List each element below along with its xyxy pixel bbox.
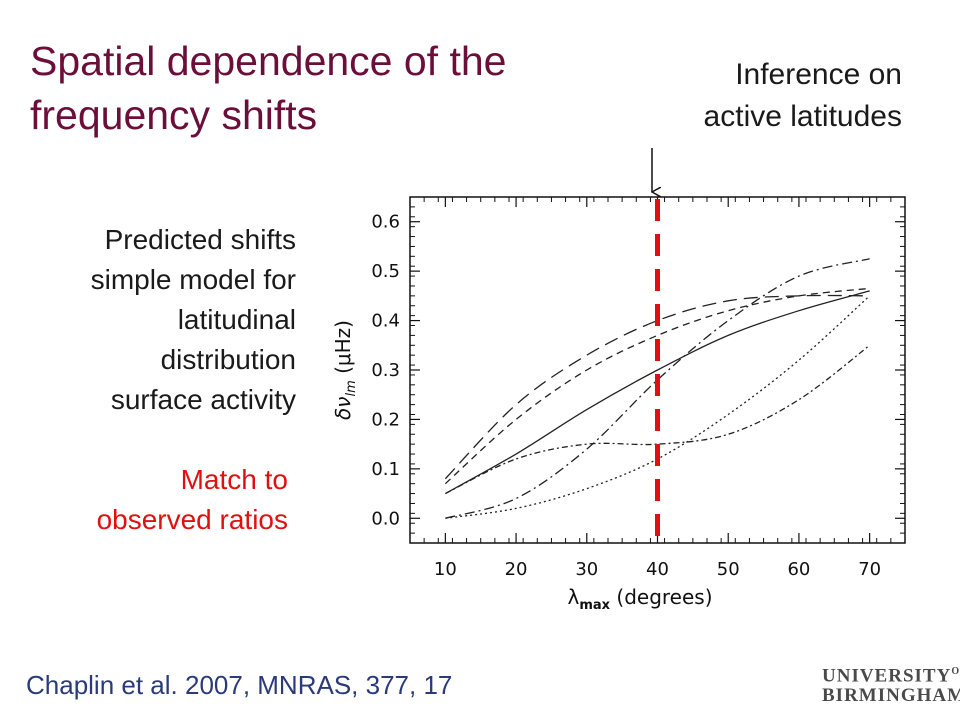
inference-line-2: active latitudes [703, 100, 902, 133]
citation: Chaplin et al. 2007, MNRAS, 377, 17 [26, 670, 453, 700]
predicted-line: distribution [160, 344, 296, 375]
x-tick-label: 50 [717, 559, 740, 580]
match-annotation: Match to observed ratios [20, 460, 288, 540]
slide-title: Spatial dependence of the frequency shif… [30, 34, 630, 142]
x-tick-label: 30 [575, 559, 598, 580]
y-tick-label: 0.4 [371, 311, 400, 332]
match-line-1: Match to [180, 464, 288, 495]
logo-birmingham: BIRMINGHAM [822, 685, 960, 707]
slide-title-line-1: Spatial dependence of the [30, 38, 507, 84]
y-axis-label-rest: (μHz) [331, 320, 355, 380]
series-line-dotted [445, 295, 871, 519]
y-tick-label: 0.5 [371, 261, 400, 282]
x-axis-label: λmax (degrees) [567, 585, 712, 613]
predicted-line: surface activity [110, 384, 296, 415]
slide-title-line-2: frequency shifts [30, 92, 318, 138]
y-axis-label-main: δν [331, 397, 355, 420]
y-tick-label: 0.6 [371, 212, 400, 233]
match-line-2: observed ratios [96, 504, 288, 535]
predicted-shifts-text: Predicted shifts simple model for latitu… [20, 220, 296, 420]
x-tick-label: 70 [858, 559, 881, 580]
x-tick-label: 60 [787, 559, 810, 580]
x-tick-label: 10 [434, 559, 457, 580]
y-axis-label: δνlm (μHz) [331, 320, 359, 420]
y-tick-label: 0.0 [371, 508, 400, 529]
x-axis-label-rest: (degrees) [610, 585, 712, 609]
inference-annotation: Inference on active latitudes [602, 54, 902, 138]
university-logo: UNIVERSITYOF BIRMINGHAM [822, 662, 960, 706]
predicted-line: latitudinal [177, 304, 296, 335]
y-axis-label-sub: lm [344, 380, 359, 396]
logo-university: UNIVERSITY [822, 665, 952, 687]
y-tick-label: 0.3 [371, 360, 400, 381]
y-tick-label: 0.2 [371, 409, 400, 430]
x-axis-label-main: λ [567, 585, 579, 609]
series-line-long-dash [444, 294, 870, 480]
x-tick-label: 20 [505, 559, 528, 580]
series-line-dash-dot [445, 258, 870, 519]
predicted-line: simple model for [90, 264, 296, 295]
y-tick-label: 0.1 [371, 459, 400, 480]
series-line-solid [445, 290, 870, 495]
predicted-line: Predicted shifts [104, 224, 296, 255]
logo-of: OF [951, 666, 960, 677]
inference-line-1: Inference on [735, 58, 902, 91]
x-axis-label-sub: max [579, 598, 610, 613]
x-tick-label: 40 [646, 559, 669, 580]
